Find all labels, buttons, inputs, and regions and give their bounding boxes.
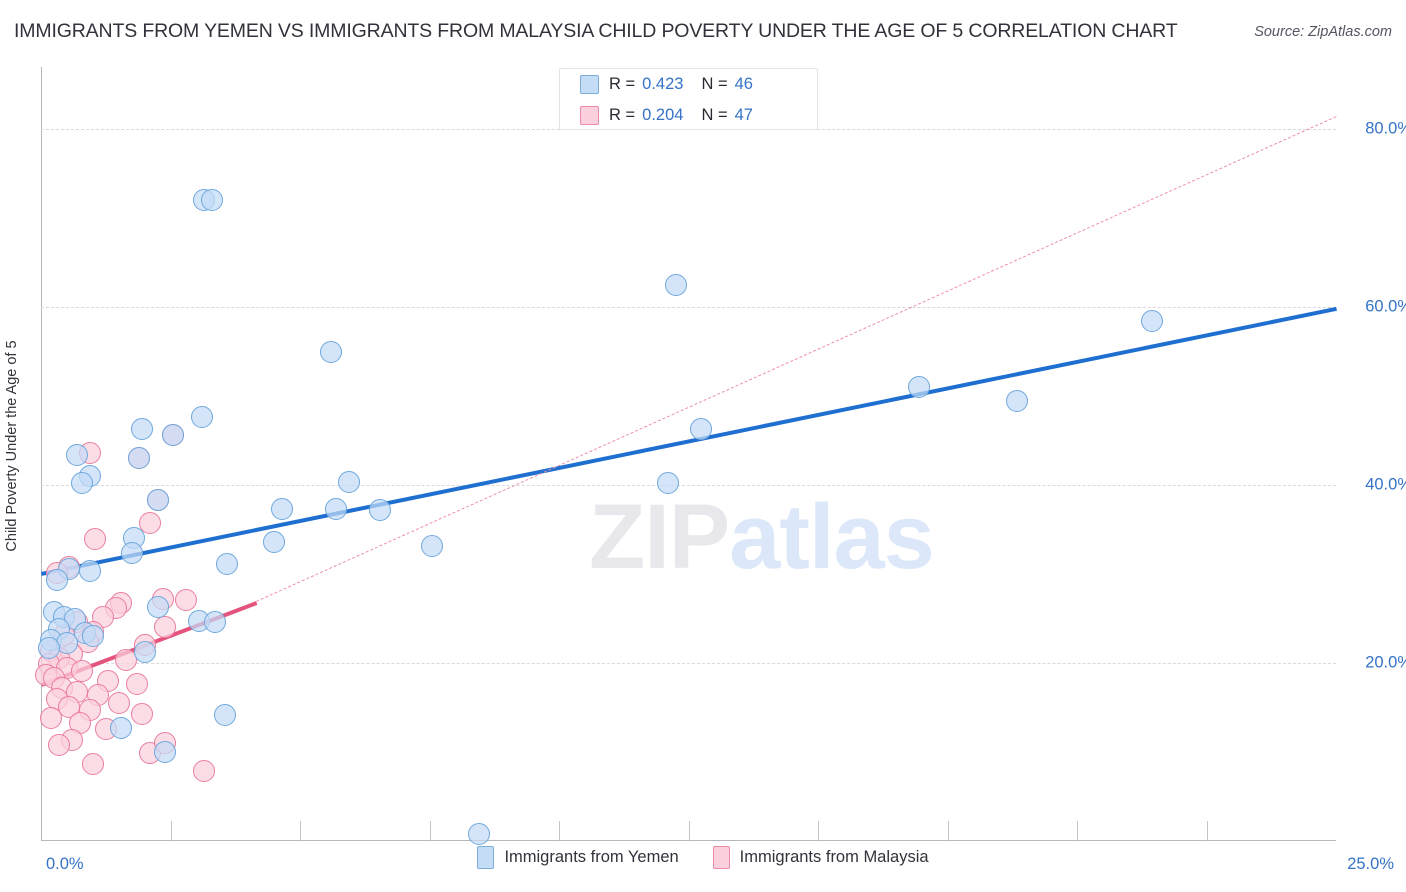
data-point-yemen[interactable] [71, 472, 94, 495]
data-point-yemen[interactable] [690, 418, 713, 441]
watermark-zip: ZIP [589, 486, 730, 588]
legend-item-malaysia[interactable]: Immigrants from Malaysia [712, 846, 929, 869]
y-axis-label: 20.0% [1365, 653, 1406, 672]
n-label-malaysia: N = [701, 106, 728, 124]
data-point-malaysia[interactable] [71, 660, 94, 683]
x-axis-tick [1206, 821, 1208, 841]
series-swatch-yemen [580, 75, 599, 94]
data-point-yemen[interactable] [120, 541, 143, 564]
data-point-yemen[interactable] [154, 741, 177, 764]
data-point-malaysia[interactable] [175, 588, 198, 611]
data-point-malaysia[interactable] [125, 673, 148, 696]
watermark: ZIPatlas [589, 485, 935, 590]
data-point-yemen[interactable] [133, 640, 156, 663]
page-title: IMMIGRANTS FROM YEMEN VS IMMIGRANTS FROM… [14, 20, 1178, 42]
data-point-yemen[interactable] [131, 418, 153, 441]
n-value-malaysia: 47 [734, 106, 753, 124]
data-point-yemen[interactable] [146, 596, 169, 619]
x-axis-tick [1077, 821, 1078, 841]
data-point-yemen[interactable] [66, 443, 89, 466]
y-axis-line [41, 67, 42, 841]
y-axis-label: 80.0% [1365, 119, 1406, 138]
legend-label-malaysia: Immigrants from Malaysia [739, 848, 929, 866]
data-point-malaysia[interactable] [40, 707, 63, 730]
stats-row-yemen: R = 0.423 N = 46 [560, 69, 817, 100]
n-label-yemen: N = [701, 75, 728, 93]
plot-area: ZIPatlas 20.0% 40.0% 60.0% 80.0% [35, 67, 1406, 845]
data-point-yemen[interactable] [325, 498, 348, 521]
data-point-malaysia[interactable] [107, 692, 130, 715]
chart-legend: Immigrants from Yemen Immigrants from Ma… [0, 846, 1406, 869]
data-point-yemen[interactable] [656, 472, 679, 495]
n-value-yemen: 46 [734, 75, 753, 93]
data-point-yemen[interactable] [45, 569, 68, 592]
data-point-yemen[interactable] [213, 703, 236, 726]
data-point-yemen[interactable] [421, 534, 444, 557]
data-point-yemen[interactable] [467, 822, 490, 845]
stats-row-malaysia: R = 0.204 N = 47 [560, 100, 817, 131]
data-point-malaysia[interactable] [154, 616, 177, 639]
legend-swatch-yemen [477, 846, 495, 869]
data-point-malaysia[interactable] [81, 753, 104, 776]
x-axis-tick [429, 821, 431, 841]
x-axis-tick [300, 821, 301, 841]
trend-line-yemen [41, 307, 1337, 577]
data-point-malaysia[interactable] [131, 702, 153, 725]
data-point-yemen[interactable] [37, 636, 60, 659]
data-point-yemen[interactable] [338, 471, 361, 494]
legend-label-yemen: Immigrants from Yemen [504, 848, 679, 866]
data-point-yemen[interactable] [162, 424, 185, 447]
legend-swatch-malaysia [712, 846, 730, 869]
data-point-yemen[interactable] [664, 273, 687, 296]
data-point-yemen[interactable] [200, 189, 223, 212]
r-label-malaysia: R = [609, 106, 636, 124]
data-point-yemen[interactable] [81, 625, 104, 648]
data-point-yemen[interactable] [216, 553, 239, 576]
data-point-yemen[interactable] [128, 447, 151, 470]
x-axis-tick [818, 821, 819, 841]
data-point-yemen[interactable] [1141, 309, 1164, 332]
data-point-yemen[interactable] [110, 717, 133, 739]
data-point-malaysia[interactable] [193, 759, 216, 782]
correlation-stats-box: R = 0.423 N = 46 R = 0.204 N = 47 [559, 68, 818, 130]
data-point-yemen[interactable] [908, 376, 930, 399]
data-point-yemen[interactable] [263, 531, 286, 554]
data-point-yemen[interactable] [79, 559, 102, 582]
data-point-yemen[interactable] [320, 340, 343, 363]
data-point-malaysia[interactable] [84, 528, 107, 551]
data-point-malaysia[interactable] [48, 733, 71, 756]
data-point-malaysia[interactable] [138, 511, 161, 534]
x-axis-tick [688, 821, 690, 841]
x-axis-tick [559, 821, 560, 841]
gridline [41, 485, 1336, 487]
legend-item-yemen[interactable]: Immigrants from Yemen [477, 846, 679, 869]
x-axis-min-label: 0.0% [46, 855, 84, 873]
data-point-yemen[interactable] [146, 489, 169, 512]
r-value-yemen: 0.423 [642, 75, 684, 93]
trend-line-malaysia-extension [255, 115, 1337, 602]
y-axis-title: Child Poverty Under the Age of 5 [4, 340, 20, 552]
data-point-yemen[interactable] [369, 499, 392, 522]
data-point-yemen[interactable] [203, 611, 226, 634]
r-label-yemen: R = [609, 75, 636, 93]
x-axis-max-label: 25.0% [1347, 855, 1394, 873]
gridline [41, 663, 1336, 665]
series-swatch-malaysia [580, 106, 599, 125]
x-axis-tick [170, 821, 172, 841]
y-axis-label: 60.0% [1365, 297, 1406, 316]
r-value-malaysia: 0.204 [642, 106, 684, 124]
data-point-yemen[interactable] [190, 405, 213, 428]
source-label: Source: ZipAtlas.com [1254, 24, 1392, 40]
x-axis-tick [947, 821, 949, 841]
gridline [41, 307, 1336, 309]
watermark-atlas: atlas [729, 486, 935, 588]
data-point-yemen[interactable] [270, 498, 293, 521]
data-point-yemen[interactable] [1006, 389, 1029, 412]
y-axis-label: 40.0% [1365, 475, 1406, 494]
